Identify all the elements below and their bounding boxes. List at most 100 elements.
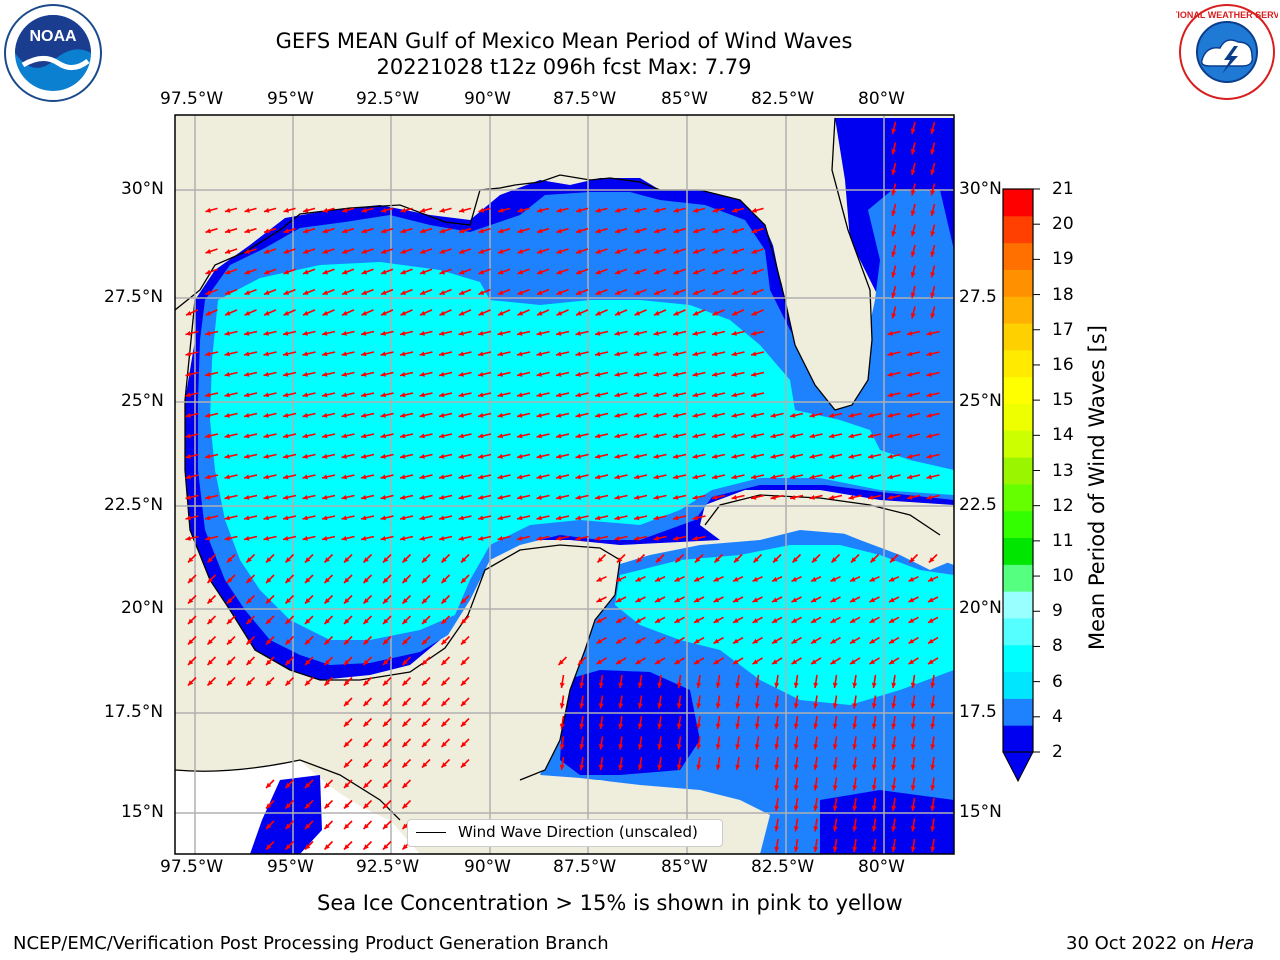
wind-wave-arrow-head (380, 494, 386, 500)
wind-wave-arrow-head (322, 433, 328, 439)
wind-wave-arrow-head (559, 764, 565, 770)
wind-wave-arrow-head (693, 249, 699, 254)
wind-wave-arrow-head (400, 453, 406, 459)
wind-wave-arrow-head (655, 659, 661, 665)
wind-wave-arrow-head (772, 618, 778, 623)
lat-label-right: 17.5 (959, 702, 997, 722)
lat-label-left: 27.5°N (104, 287, 164, 307)
wind-wave-arrow-head (227, 577, 233, 583)
wind-wave-arrow-head (830, 659, 837, 665)
wind-wave-arrow-head (400, 433, 406, 439)
wind-wave-arrow-head (731, 351, 737, 357)
wind-wave-arrow-head (402, 618, 408, 624)
wind-wave-arrow-head (695, 557, 701, 563)
wind-wave-arrow-head (556, 290, 563, 295)
wind-wave-arrow-head (673, 392, 679, 398)
wind-wave-arrow-head (576, 207, 582, 213)
wind-wave-arrow-head (363, 618, 369, 624)
wind-wave-arrow-head (556, 371, 562, 377)
wind-wave-arrow-head (694, 618, 700, 623)
wind-wave-arrow-head (908, 638, 915, 644)
wind-wave-arrow-head (676, 682, 682, 688)
wind-wave-arrow-head (616, 659, 622, 665)
wind-wave-arrow-head (266, 844, 272, 850)
wind-wave-arrow-head (694, 576, 700, 582)
wind-wave-arrow-head (324, 680, 330, 686)
wind-wave-arrow-head (751, 494, 757, 500)
wind-wave-arrow-head (908, 576, 915, 582)
lon-label-top: 92.5°W (356, 89, 420, 109)
nws-logo-text: NATIONAL WEATHER SERVICE (1176, 10, 1278, 20)
wind-wave-arrow-head (811, 659, 817, 665)
wind-wave-arrow-head (832, 846, 838, 852)
colorbar-tick-label: 20 (1052, 214, 1074, 235)
wind-wave-arrow-head (869, 659, 876, 665)
wind-wave-arrow-head (322, 392, 328, 398)
wind-wave-arrow-head (926, 474, 932, 480)
wind-wave-arrow-head (461, 659, 467, 665)
wind-wave-arrow-head (871, 805, 877, 811)
wind-wave-arrow-head (185, 433, 191, 439)
wind-wave-arrow-head (616, 576, 622, 582)
wind-wave-arrow-head (752, 638, 759, 644)
wind-wave-arrow-head (441, 659, 447, 665)
lon-label-bottom: 90°W (464, 857, 511, 877)
wind-wave-arrow-head (344, 659, 350, 665)
chart-title-line2: 20221028 t12z 096h fcst Max: 7.79 (376, 55, 752, 79)
wind-wave-arrow-head (461, 618, 467, 624)
wind-wave-arrow-head (793, 826, 799, 832)
wind-wave-arrow-head (791, 618, 798, 623)
wind-wave-arrow-head (402, 680, 408, 686)
wind-wave-arrow-head (595, 228, 602, 234)
wind-wave-arrow-head (910, 703, 916, 709)
wind-wave-arrow-head (871, 764, 877, 770)
wind-wave-arrow-head (887, 453, 893, 459)
wind-wave-arrow-head (673, 351, 679, 357)
wind-wave-arrow-head (654, 228, 660, 234)
wind-wave-arrow-head (402, 803, 408, 809)
colorbar-tick-label: 12 (1052, 495, 1074, 516)
wind-wave-arrow-head (344, 741, 350, 747)
wind-wave-arrow-head (926, 330, 932, 336)
wind-wave-arrow-head (303, 249, 309, 254)
wind-wave-arrow-head (891, 190, 897, 196)
wind-wave-arrow-head (461, 741, 467, 747)
wind-wave-arrow-head (324, 618, 330, 624)
wind-wave-arrow-head (537, 228, 543, 234)
wind-wave-arrow-head (673, 453, 679, 459)
wind-wave-arrow-head (868, 412, 874, 418)
wind-wave-arrow-head (887, 371, 893, 377)
wind-wave-arrow-head (324, 844, 330, 850)
wind-wave-arrow-head (478, 535, 484, 541)
wind-wave-arrow-head (910, 292, 916, 298)
wind-wave-arrow-head (596, 618, 603, 623)
wind-wave-arrow-head (655, 576, 661, 582)
wind-wave-arrow-head (657, 723, 663, 729)
wind-wave-arrow-head (459, 228, 465, 234)
wind-wave-arrow-head (205, 392, 211, 398)
wind-wave-arrow-head (712, 310, 719, 316)
wind-wave-arrow-head (732, 269, 738, 275)
wind-wave-arrow-head (188, 639, 194, 645)
wind-wave-arrow-head (361, 453, 367, 459)
wind-wave-arrow-head (224, 433, 230, 439)
wind-wave-arrow-head (381, 228, 387, 234)
wind-wave-arrow-head (556, 228, 563, 234)
wind-wave-arrow-head (891, 805, 897, 811)
wind-wave-arrow-head (636, 557, 642, 563)
coastline (175, 117, 941, 821)
wind-wave-arrow-head (439, 515, 445, 521)
wind-wave-arrow-head (188, 577, 194, 583)
wind-wave-arrow-head (205, 310, 212, 316)
wind-wave-arrow-head (654, 207, 660, 213)
wind-wave-arrow-head (363, 577, 369, 583)
wind-wave-arrow-head (383, 557, 389, 563)
wind-wave-arrow-head (694, 638, 700, 644)
wind-wave-arrow-head (692, 494, 698, 500)
wind-wave-arrow-head (517, 330, 523, 336)
wind-wave-arrow-head (305, 782, 311, 788)
wind-wave-arrow-head (517, 351, 523, 357)
wind-wave-arrow-head (907, 371, 913, 377)
wind-wave-arrow-head (832, 723, 838, 729)
wind-wave-arrow-head (439, 330, 445, 336)
